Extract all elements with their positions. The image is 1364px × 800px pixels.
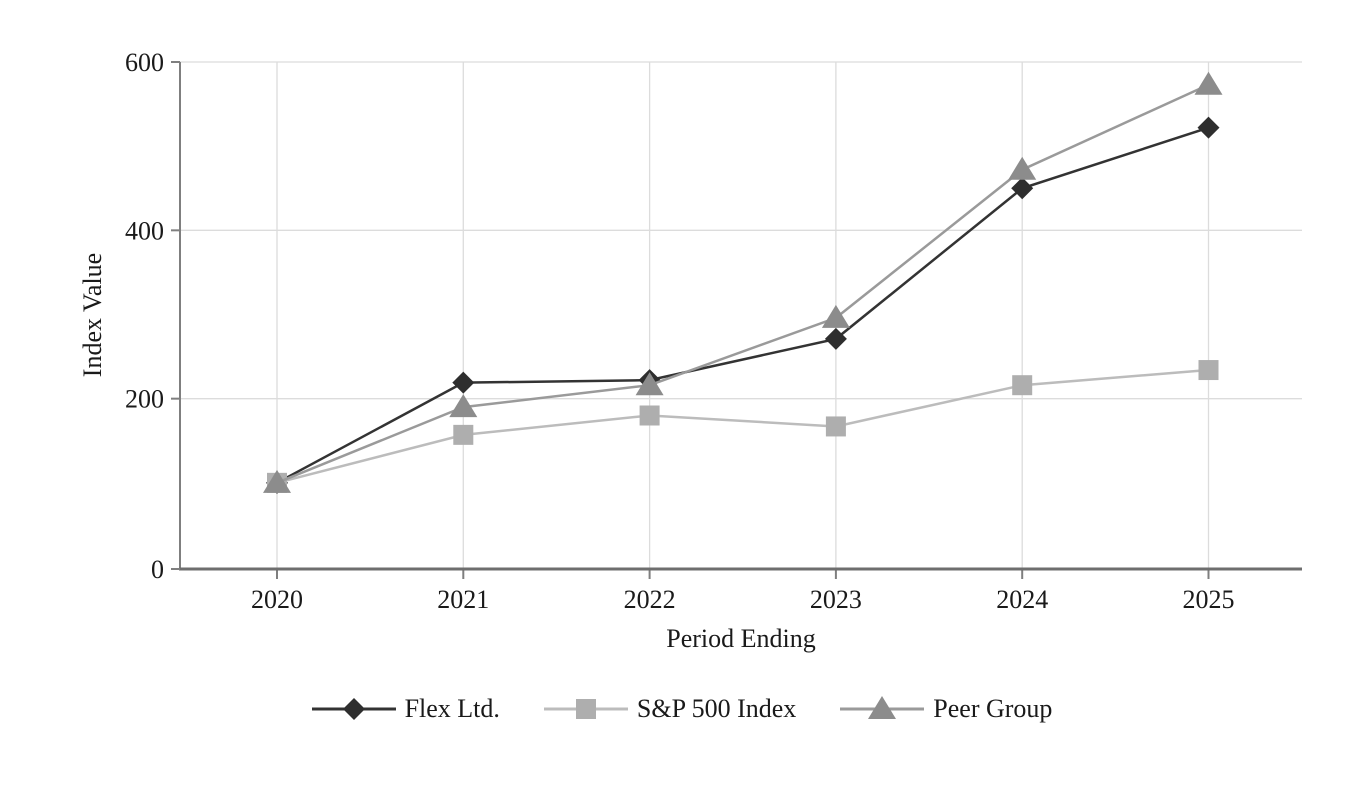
legend-item-s-p-500-index: S&P 500 Index [543,694,797,724]
legend-item-flex-ltd: Flex Ltd. [311,694,500,724]
marker-peer-group-2020 [263,469,291,493]
y-tick-label: 0 [151,555,164,584]
x-tick-label: 2024 [996,585,1048,614]
marker-s-p-500-index-2025 [1198,360,1219,381]
legend-label-peer-group: Peer Group [933,694,1053,723]
series-line-flex-ltd [276,126,1209,484]
marker-s-p-500-index-2023 [825,416,846,437]
y-tick-label: 600 [125,48,164,77]
y-tick-label: 400 [125,216,164,245]
legend-label-s-p-500-index: S&P 500 Index [636,694,797,723]
x-tick-label: 2021 [437,585,489,614]
series-line-s-p-500-index [276,368,1209,485]
series-line-peer-group [276,83,1210,484]
marker-peer-group-2025 [1194,71,1223,95]
y-tick-label: 200 [125,385,164,414]
x-tick-label: 2023 [810,585,862,614]
x-tick-label: 2022 [624,585,676,614]
legend-label-flex-ltd: Flex Ltd. [404,694,500,723]
marker-flex-ltd-2025 [1197,116,1220,139]
marker-flex-ltd-2021 [452,371,475,394]
legend-marker-peer-group [868,696,897,719]
x-axis-title: Period Ending [666,624,816,653]
x-tick-label: 2025 [1183,585,1235,614]
marker-peer-group-2023 [821,304,850,328]
chart-legend: Flex Ltd. S&P 500 Index Peer Group [0,694,1364,724]
y-axis-title: Index Value [78,253,107,377]
series-peer-group [263,71,1223,493]
marker-peer-group-2021 [449,394,478,418]
legend-square-icon [543,699,628,719]
marker-peer-group-2022 [635,372,664,396]
marker-flex-ltd-2024 [1011,177,1034,200]
legend-diamond-icon [311,698,396,720]
series-s-p-500-index [267,360,1219,493]
marker-flex-ltd-2023 [824,327,847,350]
legend-triangle-icon [840,696,925,719]
marker-s-p-500-index-2022 [639,405,660,426]
series-flex-ltd [266,116,1220,494]
marker-s-p-500-index-2021 [453,424,474,445]
marker-peer-group-2024 [1008,156,1037,180]
legend-marker-s-p-500-index [575,699,596,719]
legend-marker-flex-ltd [342,698,365,720]
legend-item-peer-group: Peer Group [840,694,1052,724]
marker-s-p-500-index-2024 [1012,375,1033,396]
x-tick-label: 2020 [251,585,303,614]
